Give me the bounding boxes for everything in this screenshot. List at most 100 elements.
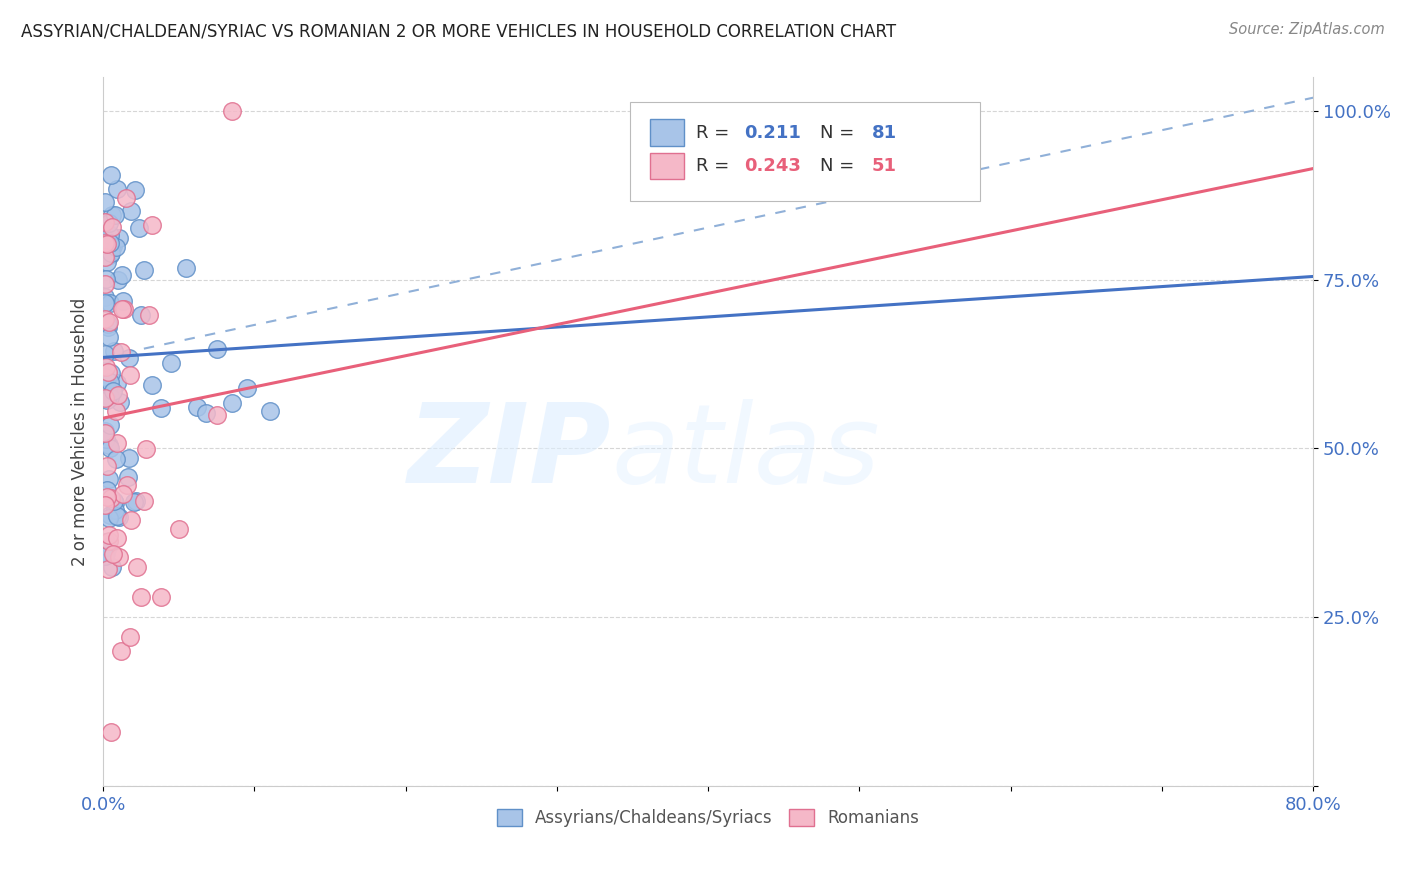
Point (100, 246, 122, 260)
Point (110, 644, 132, 658)
Point (129, 308, 152, 322)
Text: 0.243: 0.243 (745, 157, 801, 175)
Point (96, 241, 118, 255)
Point (124, 183, 146, 197)
Point (121, 203, 143, 218)
Point (160, 356, 183, 370)
Point (100, 491, 122, 505)
Point (141, 218, 163, 232)
Point (104, 496, 127, 510)
Point (97, 234, 120, 248)
Point (132, 493, 155, 508)
Point (98, 248, 121, 262)
Point (108, 509, 131, 524)
Point (111, 268, 134, 282)
Point (93, 392, 115, 406)
Text: 81: 81 (872, 124, 897, 142)
Point (112, 487, 135, 501)
Point (141, 377, 163, 392)
Point (100, 508, 122, 522)
Text: ASSYRIAN/CHALDEAN/SYRIAC VS ROMANIAN 2 OR MORE VEHICLES IN HOUSEHOLD CORRELATION: ASSYRIAN/CHALDEAN/SYRIAC VS ROMANIAN 2 O… (21, 22, 896, 40)
Point (129, 590, 152, 604)
Point (104, 503, 127, 517)
Point (105, 182, 128, 196)
Point (135, 442, 157, 457)
Point (105, 240, 128, 254)
Point (96, 491, 118, 505)
Point (98, 376, 121, 390)
Point (93, 425, 115, 440)
Point (93, 347, 115, 361)
Point (97, 528, 120, 542)
Point (195, 406, 218, 420)
Point (93, 312, 115, 326)
FancyBboxPatch shape (650, 120, 683, 146)
Point (96, 236, 118, 251)
Point (93, 424, 115, 438)
Point (221, 104, 243, 119)
Text: 0.211: 0.211 (745, 124, 801, 142)
Text: R =: R = (696, 124, 735, 142)
Point (93, 215, 115, 229)
Point (101, 547, 124, 561)
Point (100, 209, 122, 223)
Point (117, 469, 139, 483)
Point (112, 301, 135, 316)
Point (259, 403, 281, 417)
Point (103, 494, 125, 508)
Point (103, 343, 125, 358)
Point (101, 384, 124, 399)
Point (110, 395, 132, 409)
Point (97, 382, 120, 396)
Point (120, 513, 142, 527)
Point (94, 546, 117, 560)
Point (118, 368, 141, 382)
Point (98, 235, 121, 250)
Point (176, 260, 198, 275)
Point (98, 438, 121, 452)
Text: 51: 51 (872, 157, 897, 175)
Point (97, 365, 120, 379)
Text: atlas: atlas (612, 400, 880, 507)
Point (236, 380, 259, 394)
Point (117, 351, 139, 366)
Point (100, 366, 122, 380)
Point (97, 541, 120, 555)
Point (98, 330, 121, 344)
Point (100, 724, 122, 739)
Text: ZIP: ZIP (408, 400, 612, 507)
Point (115, 191, 138, 205)
Point (98, 296, 121, 310)
Point (104, 208, 127, 222)
Point (98, 534, 121, 549)
Point (205, 408, 228, 422)
Point (127, 560, 149, 574)
Point (138, 309, 160, 323)
Point (117, 450, 139, 465)
Point (97, 317, 120, 331)
Point (93, 370, 115, 384)
Point (122, 495, 145, 509)
Point (98, 390, 121, 404)
Point (101, 220, 124, 235)
Point (149, 590, 172, 604)
Text: R =: R = (696, 157, 735, 175)
Y-axis label: 2 or more Vehicles in Household: 2 or more Vehicles in Household (72, 298, 89, 566)
Point (101, 239, 124, 253)
Point (111, 301, 134, 316)
Point (115, 477, 138, 491)
Point (112, 293, 135, 308)
Point (110, 345, 132, 359)
Point (94, 272, 117, 286)
FancyBboxPatch shape (630, 103, 980, 202)
Point (105, 531, 128, 545)
Point (120, 631, 142, 645)
Point (93, 222, 115, 236)
Point (104, 404, 127, 418)
Point (93, 498, 115, 512)
Point (93, 549, 115, 564)
Point (105, 436, 128, 450)
Point (96, 255, 118, 269)
Point (96, 458, 118, 473)
Point (96, 359, 118, 374)
